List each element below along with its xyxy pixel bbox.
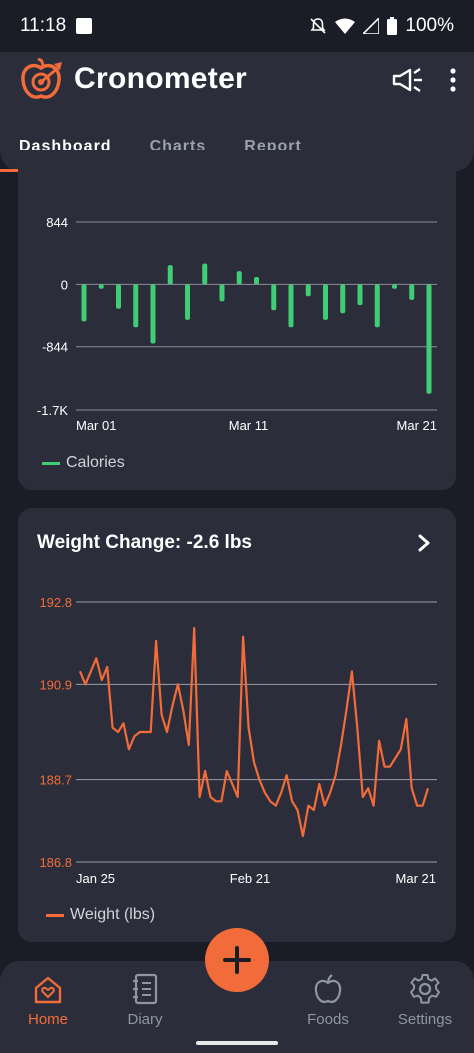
calories-bar bbox=[323, 284, 328, 320]
calories-bar bbox=[133, 284, 139, 328]
calories-card[interactable]: 844 0 -844 -1.7K Mar 01 Mar 11 Mar 21 Calories bbox=[18, 150, 456, 490]
weight-ytick-label: 192.8 bbox=[39, 595, 72, 610]
notification-icon bbox=[76, 18, 93, 34]
weight-xtick-label: Mar 21 bbox=[396, 871, 436, 886]
chevron-right-icon[interactable] bbox=[418, 534, 430, 552]
calories-bar bbox=[202, 263, 208, 285]
calories-ytick-label: -844 bbox=[42, 340, 68, 355]
calories-legend: Calories bbox=[42, 454, 125, 472]
wifi-icon bbox=[335, 18, 356, 34]
plus-icon bbox=[223, 946, 251, 974]
calories-bar bbox=[288, 284, 294, 328]
weight-xtick-label: Jan 25 bbox=[76, 871, 115, 886]
calories-bar bbox=[426, 284, 432, 394]
nav-home[interactable]: Home bbox=[3, 961, 93, 1028]
status-icons: 100% bbox=[309, 15, 454, 37]
calories-bar bbox=[116, 284, 121, 309]
weight-legend: Weight (lbs) bbox=[46, 906, 155, 924]
calories-bar bbox=[81, 284, 87, 322]
calories-bar bbox=[357, 284, 363, 306]
calories-bar bbox=[392, 284, 397, 289]
calories-bar bbox=[236, 271, 242, 285]
add-fab-button[interactable] bbox=[205, 928, 269, 992]
weight-legend-swatch bbox=[46, 913, 64, 917]
calories-bar bbox=[254, 276, 259, 285]
bottom-nav: Home Diary Foods bbox=[0, 961, 474, 1035]
calories-ytick-label: 844 bbox=[46, 215, 68, 230]
weight-ytick-label: 188.7 bbox=[39, 773, 72, 788]
weight-xtick-label: Feb 21 bbox=[230, 871, 270, 886]
calories-ytick-label: -1.7K bbox=[37, 403, 68, 418]
mute-icon bbox=[310, 18, 326, 34]
calories-bar bbox=[409, 284, 415, 300]
header-actions bbox=[392, 66, 456, 94]
calories-xtick-label: Mar 21 bbox=[397, 418, 437, 433]
calories-chart: 844 0 -844 -1.7K Mar 01 Mar 11 Mar 21 bbox=[37, 215, 437, 433]
calories-bar bbox=[305, 284, 311, 297]
weight-card[interactable]: Weight Change: -2.6 lbs 192.8 190.9 188.7 1… bbox=[18, 508, 456, 942]
calories-bar bbox=[150, 284, 156, 344]
nav-settings-label: Settings bbox=[397, 1011, 453, 1028]
weight-chart: 192.8 190.9 188.7 186.8 Jan 25 Feb 21 Mar 21 bbox=[39, 595, 437, 886]
calories-ytick-label: 0 bbox=[61, 277, 68, 292]
apple-icon bbox=[314, 974, 342, 1003]
calories-bar bbox=[219, 284, 225, 302]
calories-bar bbox=[185, 284, 190, 320]
calories-xtick-label: Mar 11 bbox=[229, 418, 269, 433]
brand: Cronometer bbox=[18, 56, 247, 102]
battery-percent: 100% bbox=[405, 15, 454, 36]
gear-icon bbox=[410, 974, 440, 1004]
nav-home-label: Home bbox=[27, 1011, 68, 1028]
home-heart-icon bbox=[34, 976, 62, 1004]
megaphone-icon[interactable] bbox=[392, 66, 424, 94]
battery-icon bbox=[387, 17, 398, 35]
calories-legend-label: Calories bbox=[66, 454, 125, 471]
signal-icon bbox=[363, 18, 380, 34]
calories-legend-swatch bbox=[42, 461, 60, 465]
weight-ytick-label: 186.8 bbox=[39, 855, 72, 870]
more-vert-icon[interactable] bbox=[450, 68, 456, 92]
nav-diary[interactable]: Diary bbox=[100, 961, 190, 1028]
nav-foods[interactable]: Foods bbox=[283, 961, 373, 1028]
nav-settings[interactable]: Settings bbox=[380, 961, 470, 1028]
calories-bar bbox=[340, 284, 346, 314]
calories-bar bbox=[167, 265, 173, 285]
calories-bar bbox=[374, 284, 380, 328]
nav-foods-label: Foods bbox=[307, 1011, 349, 1028]
weight-legend-label: Weight (lbs) bbox=[70, 906, 156, 923]
calories-bar bbox=[271, 284, 277, 311]
nav-diary-label: Diary bbox=[127, 1011, 163, 1028]
apple-target-icon bbox=[21, 58, 62, 99]
weight-card-title: Weight Change: -2.6 lbs bbox=[37, 532, 253, 553]
status-bar: 11:18 100% bbox=[0, 0, 474, 52]
app-title: Cronometer bbox=[74, 62, 248, 95]
home-indicator[interactable] bbox=[196, 1041, 278, 1045]
weight-series-line bbox=[78, 626, 430, 838]
calories-bar bbox=[98, 284, 104, 289]
clock: 11:18 bbox=[20, 15, 67, 36]
calories-xtick-label: Mar 01 bbox=[76, 418, 116, 433]
notebook-icon bbox=[133, 973, 158, 1005]
weight-ytick-label: 190.9 bbox=[39, 677, 72, 692]
